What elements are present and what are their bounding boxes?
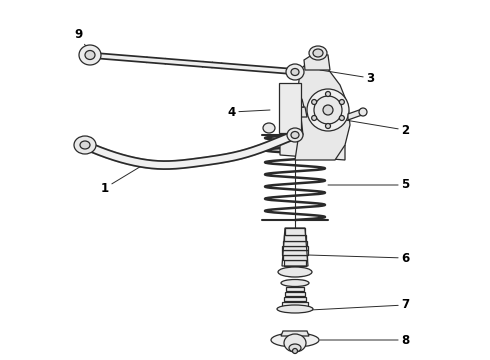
Polygon shape bbox=[286, 287, 304, 291]
Ellipse shape bbox=[74, 136, 96, 154]
Ellipse shape bbox=[281, 279, 309, 287]
Ellipse shape bbox=[314, 96, 342, 124]
Polygon shape bbox=[284, 260, 306, 266]
Polygon shape bbox=[285, 228, 305, 235]
Text: 8: 8 bbox=[320, 333, 409, 346]
Polygon shape bbox=[284, 297, 306, 301]
Polygon shape bbox=[288, 268, 302, 276]
Polygon shape bbox=[304, 53, 330, 70]
Ellipse shape bbox=[340, 99, 344, 104]
Ellipse shape bbox=[325, 91, 330, 96]
Text: 4: 4 bbox=[228, 105, 270, 118]
Polygon shape bbox=[282, 250, 308, 255]
Ellipse shape bbox=[287, 128, 303, 142]
Polygon shape bbox=[348, 109, 362, 120]
Text: 5: 5 bbox=[328, 179, 409, 192]
Polygon shape bbox=[283, 107, 307, 117]
Ellipse shape bbox=[277, 305, 313, 313]
Text: 9: 9 bbox=[74, 28, 90, 52]
Polygon shape bbox=[283, 241, 307, 246]
Ellipse shape bbox=[325, 123, 330, 129]
Ellipse shape bbox=[359, 108, 367, 116]
Ellipse shape bbox=[271, 333, 319, 347]
Polygon shape bbox=[279, 83, 301, 133]
Ellipse shape bbox=[291, 131, 299, 139]
Ellipse shape bbox=[263, 123, 275, 133]
Polygon shape bbox=[295, 60, 350, 160]
Text: 1: 1 bbox=[101, 162, 148, 194]
Polygon shape bbox=[284, 235, 306, 241]
Ellipse shape bbox=[340, 116, 344, 121]
Ellipse shape bbox=[85, 50, 95, 59]
Polygon shape bbox=[286, 99, 304, 107]
Ellipse shape bbox=[79, 45, 101, 65]
Polygon shape bbox=[281, 331, 309, 336]
Ellipse shape bbox=[312, 99, 317, 104]
Ellipse shape bbox=[312, 116, 317, 121]
Ellipse shape bbox=[291, 68, 299, 76]
Text: 7: 7 bbox=[310, 298, 409, 311]
Text: 6: 6 bbox=[308, 252, 409, 265]
Polygon shape bbox=[280, 140, 345, 160]
Polygon shape bbox=[282, 302, 308, 307]
Ellipse shape bbox=[323, 105, 333, 115]
Ellipse shape bbox=[289, 344, 301, 352]
Ellipse shape bbox=[313, 49, 323, 57]
Ellipse shape bbox=[278, 267, 312, 277]
Polygon shape bbox=[285, 292, 305, 296]
Text: 2: 2 bbox=[345, 120, 409, 136]
Text: 3: 3 bbox=[320, 70, 374, 85]
Ellipse shape bbox=[284, 334, 306, 352]
Ellipse shape bbox=[286, 64, 304, 80]
Polygon shape bbox=[287, 117, 303, 135]
Polygon shape bbox=[283, 255, 307, 260]
Ellipse shape bbox=[309, 46, 327, 60]
Polygon shape bbox=[282, 246, 308, 250]
Ellipse shape bbox=[80, 141, 90, 149]
Ellipse shape bbox=[307, 89, 349, 131]
Ellipse shape bbox=[293, 348, 297, 354]
Polygon shape bbox=[285, 280, 305, 285]
